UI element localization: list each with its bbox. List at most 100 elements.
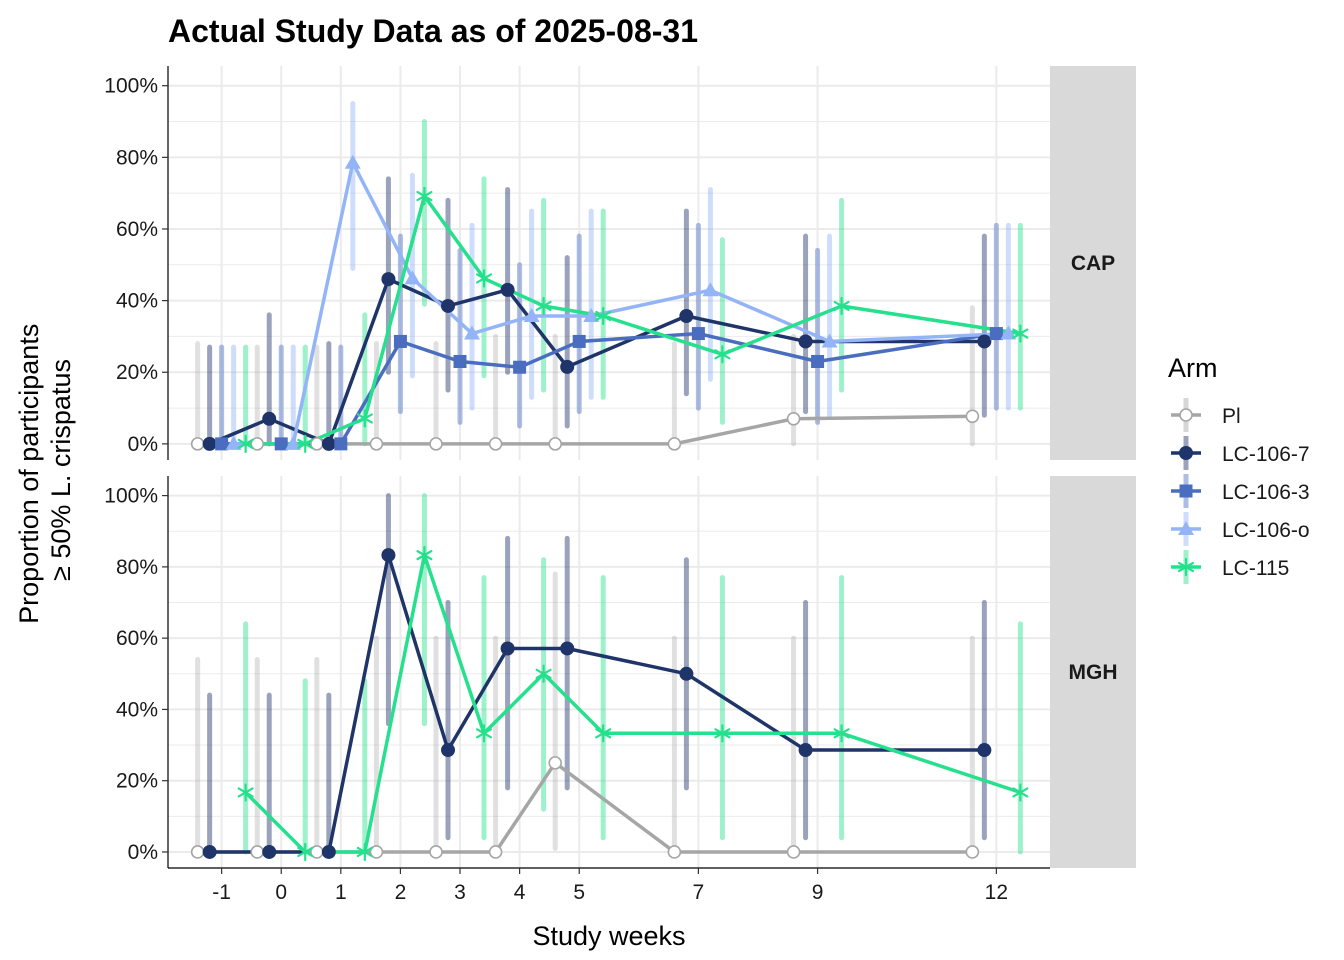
asterisk-stroke	[833, 300, 850, 312]
data-point	[977, 743, 992, 758]
facet-strip	[1050, 66, 1136, 460]
markers-lc-106-3	[215, 327, 1003, 451]
asterisk-stroke	[714, 728, 731, 739]
legend-label: LC-106-7	[1222, 443, 1310, 466]
data-point	[453, 355, 467, 368]
error-bars-lc-115	[243, 493, 1023, 855]
data-point	[297, 842, 314, 862]
markers-lc-115	[237, 546, 1029, 862]
data-point	[297, 434, 314, 453]
data-point	[250, 845, 265, 859]
error-bars-pl	[195, 571, 975, 855]
data-point	[488, 437, 503, 451]
y-axis-title-line-2: ≥ 50% L. crispatus	[46, 359, 76, 581]
x-axis-title: Study weeks	[532, 921, 685, 951]
asterisk-stroke	[595, 728, 612, 739]
y-tick-label: 40%	[116, 698, 158, 721]
panels: 0% 20% 40% 60% 80% 100% CAP 0% 20% 40% 60% 80% 100% M…	[104, 66, 1136, 904]
error-bars-pl	[195, 305, 975, 447]
x-tick-label: 3	[454, 881, 466, 904]
data-point	[667, 437, 682, 451]
asterisk-stroke	[237, 787, 254, 798]
panel-mgh: 0%20%40%60%80%100%MGH-1 0 1 2 3 4 5 7 9 12	[104, 476, 1136, 904]
data-point	[441, 743, 456, 758]
data-point	[274, 437, 288, 451]
data-point	[356, 842, 373, 862]
legend-key-marker	[1179, 408, 1193, 422]
data-point	[262, 411, 277, 426]
data-point	[321, 844, 336, 859]
data-point	[262, 844, 277, 859]
chart-title: Actual Study Data as of 2025-08-31	[168, 13, 698, 49]
data-point	[679, 309, 694, 324]
data-point	[334, 437, 348, 451]
y-tick-label: 80%	[116, 556, 158, 579]
x-tick-label: 9	[812, 881, 824, 904]
y-tick-label: 80%	[116, 146, 158, 169]
legend-item-lc-106-3: LC-106-3	[1171, 474, 1310, 508]
data-point	[714, 724, 731, 743]
data-point	[429, 845, 443, 859]
data-point	[702, 282, 719, 297]
data-point	[798, 743, 813, 758]
y-tick-label: 20%	[116, 770, 158, 793]
data-point	[416, 186, 433, 206]
data-point	[786, 845, 801, 859]
data-point	[500, 641, 515, 656]
legend-key-marker	[1179, 446, 1193, 460]
data-point	[523, 308, 540, 323]
legend-item-lc-106-7: LC-106-7	[1171, 436, 1310, 470]
series-line-lc-115	[244, 553, 1021, 854]
y-tick-label: 100%	[104, 75, 158, 98]
series-line-pl	[197, 761, 973, 854]
asterisk-stroke	[297, 846, 314, 858]
asterisk-stroke	[416, 190, 433, 202]
asterisk-stroke	[833, 728, 850, 739]
x-tick-label: 0	[275, 881, 287, 904]
asterisk-stroke	[535, 668, 552, 679]
x-tick-label: 5	[573, 881, 585, 904]
y-tick-label: 0%	[128, 433, 158, 456]
data-point	[464, 325, 481, 340]
legend-item-lc-115: LC-115	[1171, 550, 1289, 584]
data-point	[393, 334, 407, 348]
markers-lc-106-7	[202, 548, 992, 859]
data-point	[595, 306, 612, 326]
data-point	[475, 269, 493, 288]
data-point	[429, 437, 443, 451]
data-point	[202, 844, 217, 859]
panel-cap: 0% 20% 40% 60% 80% 100% CAP	[104, 66, 1136, 460]
asterisk-stroke	[356, 846, 373, 858]
y-tick-label: 20%	[116, 361, 158, 384]
data-point	[285, 435, 302, 450]
x-tick-label: -1	[212, 881, 231, 904]
data-point	[381, 548, 396, 563]
data-point	[513, 360, 527, 374]
y-tick-label: 0%	[128, 841, 158, 864]
legend-item-pl: Pl	[1171, 398, 1241, 432]
legend-label: LC-115	[1222, 557, 1289, 580]
data-point	[679, 666, 694, 681]
legend-key-marker	[1178, 521, 1194, 535]
data-point	[225, 435, 242, 450]
data-point	[560, 641, 575, 656]
data-point	[833, 724, 850, 743]
y-tick-label: 60%	[116, 218, 158, 241]
data-point	[202, 436, 217, 451]
asterisk-stroke	[297, 438, 314, 449]
markers-lc-106-o	[225, 154, 1017, 450]
data-point	[833, 296, 850, 316]
facet-strip	[1050, 476, 1136, 868]
error-bars-lc-115	[243, 119, 1023, 447]
y-tick-label: 40%	[116, 290, 158, 313]
data-point	[381, 272, 396, 287]
data-point	[416, 546, 433, 565]
data-point	[215, 437, 229, 451]
x-tick-label: 7	[693, 881, 705, 904]
asterisk-stroke	[595, 310, 612, 322]
data-point	[548, 437, 563, 451]
markers-lc-115	[237, 186, 1029, 453]
legend-title: Arm	[1168, 353, 1218, 383]
data-point	[344, 154, 361, 169]
